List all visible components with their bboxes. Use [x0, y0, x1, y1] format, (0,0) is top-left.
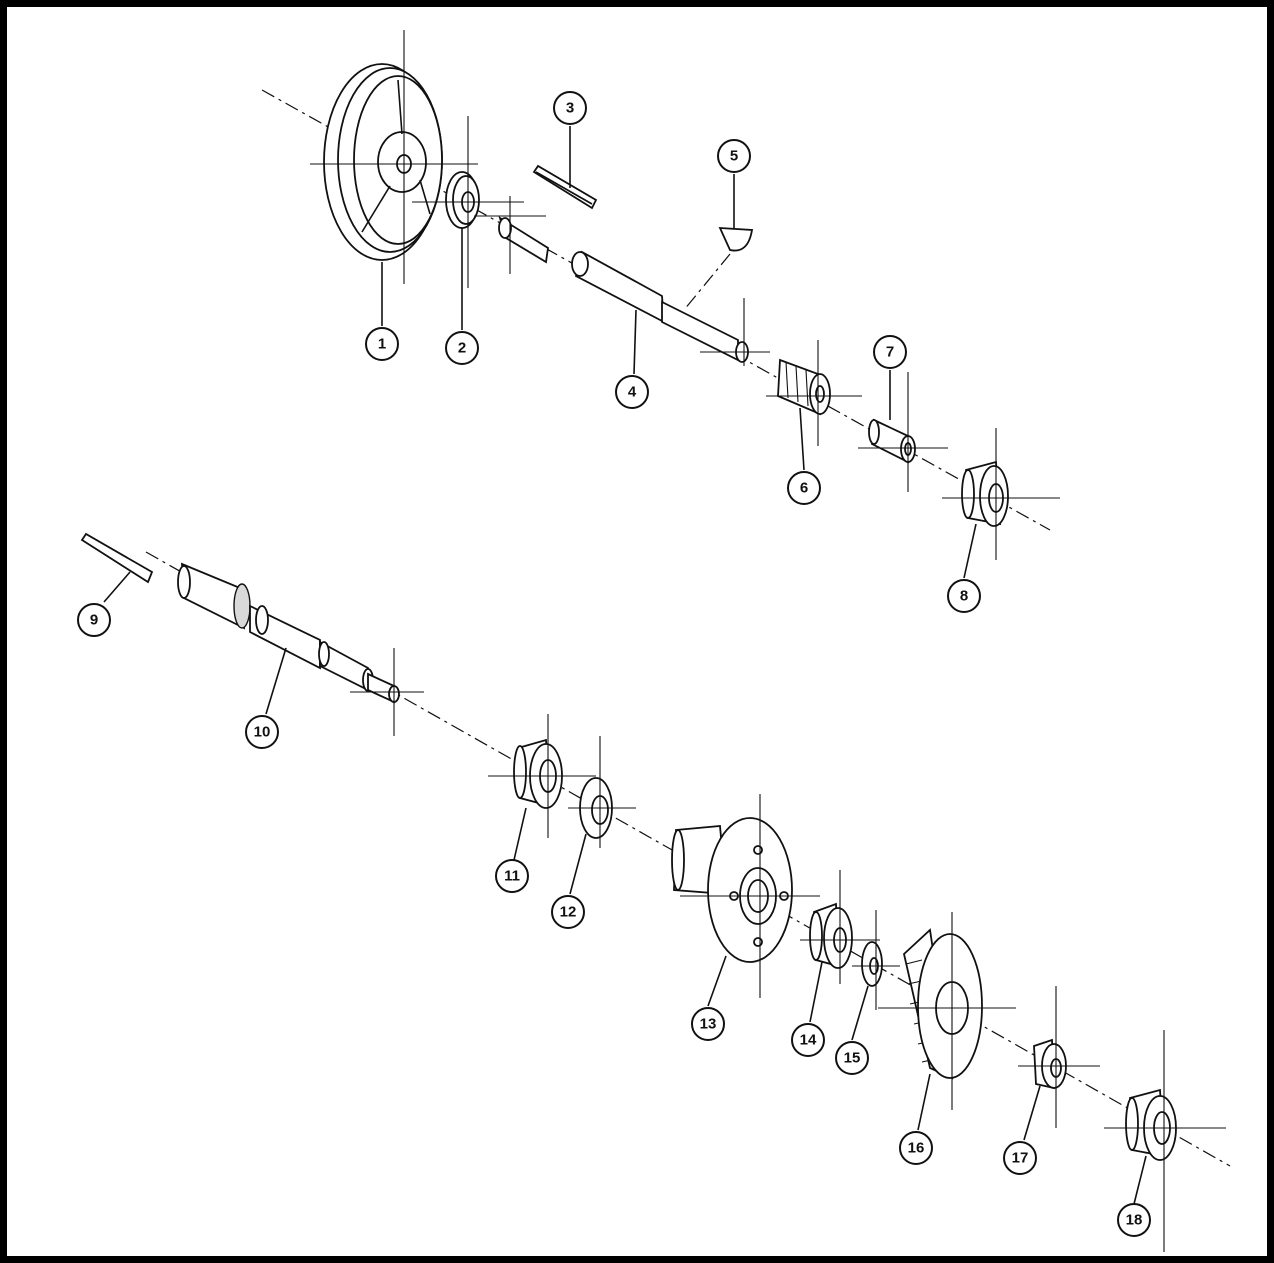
callout-circle [691, 1007, 725, 1041]
callout-6: 6 [787, 471, 821, 505]
callout-circle [551, 895, 585, 929]
callout-circle [873, 335, 907, 369]
callout-circle [553, 91, 587, 125]
callout-3: 3 [553, 91, 587, 125]
callout-number: 6 [800, 480, 808, 497]
callout-number: 17 [1012, 1150, 1029, 1167]
callout-number: 11 [504, 868, 520, 885]
callout-number: 9 [90, 612, 98, 629]
callout-number: 13 [700, 1016, 717, 1033]
flange-housing [671, 794, 820, 998]
bearing-11 [488, 714, 596, 838]
callout-17: 17 [1003, 1141, 1037, 1175]
callout-circle [1003, 1141, 1037, 1175]
bearing-14 [800, 870, 880, 984]
woodruff-key [683, 227, 754, 311]
long-key [80, 532, 154, 584]
callout-circle [615, 375, 649, 409]
callout-14: 14 [791, 1023, 825, 1057]
callout-number: 3 [566, 100, 574, 117]
callout-8: 8 [947, 579, 981, 613]
end-bearing [942, 428, 1060, 560]
callout-number: 16 [908, 1140, 925, 1157]
callout-circle [445, 331, 479, 365]
callout-number: 7 [886, 344, 894, 361]
callout-1: 1 [365, 327, 399, 361]
callout-number: 8 [960, 588, 968, 605]
worm-shaft [474, 196, 770, 366]
shaft-key [532, 164, 598, 210]
callout-number: 12 [560, 904, 577, 921]
callout-9: 9 [77, 603, 111, 637]
callout-circle [791, 1023, 825, 1057]
callout-circle [947, 579, 981, 613]
callout-18: 18 [1117, 1203, 1151, 1237]
callout-number: 5 [730, 148, 738, 165]
spacer-sleeve [858, 372, 948, 492]
callout-number: 1 [378, 336, 386, 353]
callout-circle [245, 715, 279, 749]
callout-circle [1117, 1203, 1151, 1237]
callout-number: 15 [844, 1050, 861, 1067]
callout-circle [495, 859, 529, 893]
callout-number: 14 [800, 1032, 817, 1049]
callout-circle [899, 1131, 933, 1165]
worm-gear [766, 340, 862, 446]
callout-circle [77, 603, 111, 637]
callout-12: 12 [551, 895, 585, 929]
callout-11: 11 [495, 859, 529, 893]
callout-circle [717, 139, 751, 173]
callout-13: 13 [691, 1007, 725, 1041]
callout-circle [787, 471, 821, 505]
callout-10: 10 [245, 715, 279, 749]
pulley [310, 30, 478, 284]
leader-lines [103, 126, 1147, 1205]
bearing-18 [1104, 1030, 1226, 1252]
callout-4: 4 [615, 375, 649, 409]
callout-number: 10 [254, 724, 271, 741]
callout-5: 5 [717, 139, 751, 173]
callout-circle [365, 327, 399, 361]
spacer-washer [852, 910, 900, 1010]
callout-number: 4 [628, 384, 637, 401]
callout-number: 18 [1126, 1212, 1143, 1229]
bearing [412, 116, 524, 288]
callout-7: 7 [873, 335, 907, 369]
lock-nut [1018, 986, 1100, 1128]
bevel-gear [878, 912, 1016, 1110]
washer-12 [568, 736, 636, 848]
callout-16: 16 [899, 1131, 933, 1165]
callout-15: 15 [835, 1041, 869, 1075]
callout-2: 2 [445, 331, 479, 365]
main-shaft [177, 562, 424, 736]
callout-circle [835, 1041, 869, 1075]
callout-number: 2 [458, 340, 466, 357]
